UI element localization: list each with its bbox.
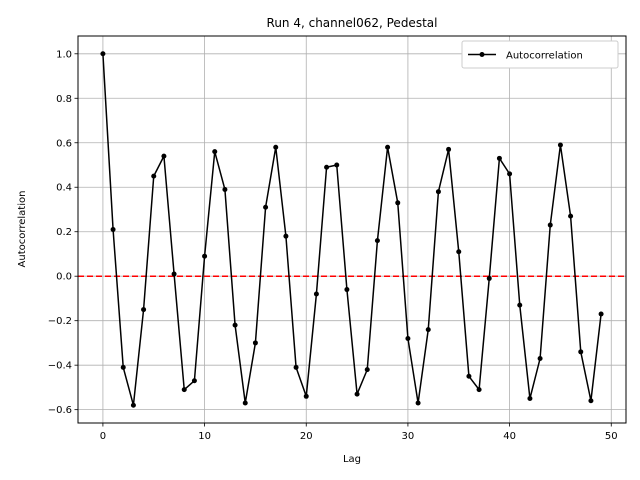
data-point	[273, 144, 279, 150]
data-point	[181, 387, 187, 393]
data-point	[110, 227, 116, 232]
data-point	[130, 402, 136, 408]
data-point	[252, 340, 258, 346]
data-point	[415, 400, 421, 406]
data-point	[537, 356, 543, 361]
data-point	[232, 322, 238, 328]
data-point	[425, 327, 431, 333]
data-point	[466, 373, 472, 379]
data-point	[242, 400, 248, 406]
data-point	[324, 164, 330, 170]
data-point	[374, 238, 380, 244]
data-point	[476, 387, 482, 393]
x-tick-label: 50	[605, 431, 618, 442]
data-point	[120, 364, 126, 370]
data-point	[598, 311, 604, 317]
y-tick-label: −0.4	[48, 361, 72, 372]
plot-frame	[77, 35, 627, 424]
y-tick-label: 0.0	[56, 272, 72, 283]
data-point	[527, 396, 533, 402]
data-point	[496, 155, 502, 161]
data-point	[161, 153, 167, 159]
data-point	[456, 249, 462, 255]
data-point	[212, 149, 218, 155]
data-point	[588, 398, 594, 404]
data-point	[222, 186, 228, 192]
data-point	[385, 144, 391, 150]
data-point	[202, 253, 208, 259]
y-axis-label: Autocorrelation	[17, 191, 28, 268]
legend: Autocorrelation	[461, 40, 619, 69]
x-tick-label: 10	[198, 431, 211, 442]
y-ticks: −0.6 −0.4 −0.2 0.0 0.2 0.4 0.6 0.8 1.0	[48, 49, 78, 416]
data-point	[395, 200, 401, 206]
data-point	[171, 271, 177, 277]
data-point	[547, 222, 553, 228]
x-tick-label: 40	[503, 431, 516, 442]
legend-box	[461, 40, 619, 69]
data-point	[334, 162, 340, 168]
x-axis-label: Lag	[343, 454, 361, 465]
y-tick-label: −0.6	[48, 405, 72, 416]
legend-marker-sample	[479, 52, 485, 57]
data-point	[100, 51, 106, 57]
data-point	[405, 335, 411, 341]
y-tick-label: 0.8	[56, 94, 72, 105]
data-point	[364, 367, 370, 373]
data-point	[151, 173, 157, 179]
y-tick-label: 0.4	[56, 183, 72, 194]
legend-label-autocorrelation: Autocorrelation	[506, 51, 583, 62]
x-tick-label: 30	[402, 431, 415, 442]
data-point	[313, 291, 319, 297]
chart-title: Run 4, channel062, Pedestal	[267, 16, 438, 30]
series-group	[100, 51, 604, 408]
x-tick-label: 20	[300, 431, 313, 442]
data-point	[486, 275, 492, 281]
y-tick-label: −0.2	[48, 316, 72, 327]
data-point	[141, 307, 147, 313]
y-tick-label: 1.0	[56, 49, 72, 60]
data-point	[283, 233, 289, 239]
x-tick-label: 0	[100, 431, 106, 442]
data-point	[435, 189, 441, 195]
x-ticks: 0 10 20 30 40 50	[100, 423, 618, 442]
data-point	[568, 213, 574, 219]
data-point	[557, 142, 563, 148]
y-tick-label: 0.6	[56, 138, 72, 149]
y-tick-label: 0.2	[56, 227, 72, 238]
data-point	[507, 171, 513, 177]
data-point	[578, 349, 584, 355]
data-point	[191, 378, 197, 384]
data-point	[517, 302, 523, 308]
data-point	[446, 146, 452, 152]
data-point	[303, 393, 309, 399]
data-point	[344, 287, 350, 293]
data-point	[263, 204, 269, 210]
data-point	[293, 364, 299, 370]
data-point	[354, 391, 360, 397]
